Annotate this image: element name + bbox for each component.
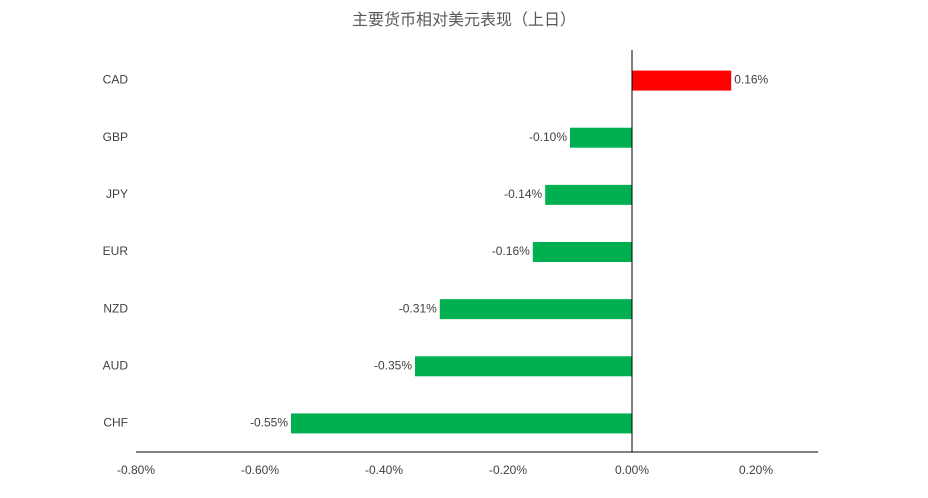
x-tick-label: -0.80%: [117, 463, 155, 477]
y-tick-label: EUR: [103, 244, 129, 258]
value-label: -0.14%: [504, 187, 542, 201]
bar: [532, 242, 632, 262]
x-tick-label: -0.40%: [365, 463, 403, 477]
value-label: -0.55%: [250, 416, 288, 430]
bar: [632, 70, 732, 91]
value-label: -0.16%: [492, 244, 530, 258]
bar: [291, 413, 632, 434]
y-tick-label: AUD: [103, 358, 129, 372]
bar: [415, 356, 632, 377]
x-tick-label: 0.20%: [739, 463, 773, 477]
x-tick-label: -0.60%: [241, 463, 279, 477]
y-tick-label: JPY: [106, 187, 128, 201]
chart-title: 主要货币相对美元表现（上日）: [352, 11, 576, 29]
bar: [570, 127, 632, 148]
bar: [439, 299, 632, 320]
bar: [545, 184, 632, 205]
value-label: -0.31%: [399, 301, 437, 315]
x-tick-label: 0.00%: [615, 463, 649, 477]
value-label: 0.16%: [734, 73, 768, 87]
value-label: -0.10%: [529, 130, 567, 144]
y-tick-label: NZD: [103, 301, 128, 315]
y-tick-label: CAD: [103, 73, 129, 87]
y-tick-label: CHF: [103, 416, 128, 430]
value-label: -0.35%: [374, 358, 412, 372]
y-tick-label: GBP: [103, 130, 128, 144]
x-tick-label: -0.20%: [489, 463, 527, 477]
